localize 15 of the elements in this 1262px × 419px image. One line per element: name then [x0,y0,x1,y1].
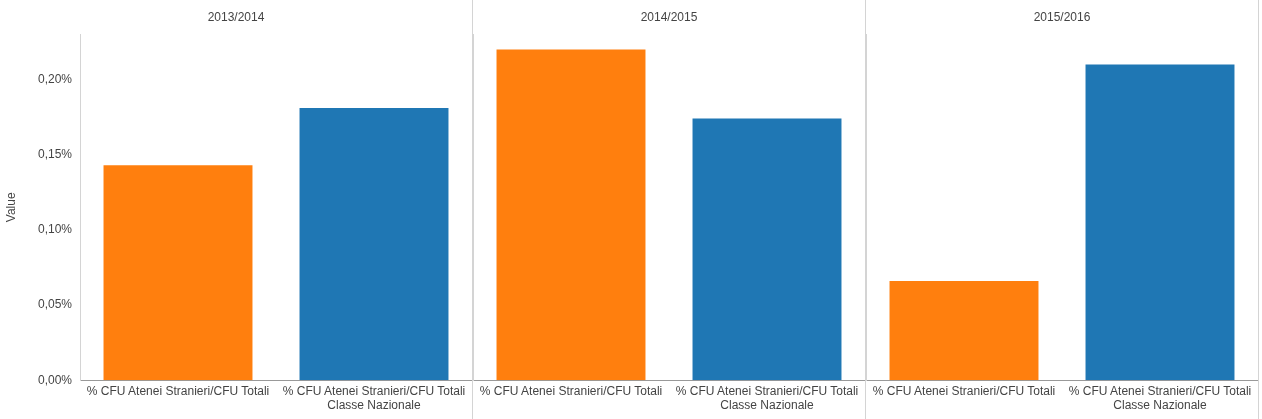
y-tick-label: 0,05% [37,297,73,312]
y-tick-label: 0,15% [37,146,73,161]
y-axis-title: Value [3,192,18,223]
x-tick-label: % CFU Atenei Stranieri/CFU Totali [86,383,270,398]
x-tick-label: % CFU Atenei Stranieri/CFU Totali [872,383,1056,398]
chart-title: 2015/2016 [1033,9,1091,24]
y-tick-label: 0,00% [37,372,73,387]
y-tick-label: 0,10% [37,222,73,237]
chart-title: 2013/2014 [207,9,265,24]
x-tick-label: % CFU Atenei Stranieri/CFU Totali Classe Nazionale [675,383,859,413]
chart-title: 2014/2015 [640,9,698,24]
x-tick-label: % CFU Atenei Stranieri/CFU Totali [479,383,663,398]
x-tick-label: % CFU Atenei Stranieri/CFU Totali Classe Nazionale [1068,383,1252,413]
x-tick-label: % CFU Atenei Stranieri/CFU Totali Classe Nazionale [282,383,466,413]
y-tick-label: 0,20% [37,71,73,86]
